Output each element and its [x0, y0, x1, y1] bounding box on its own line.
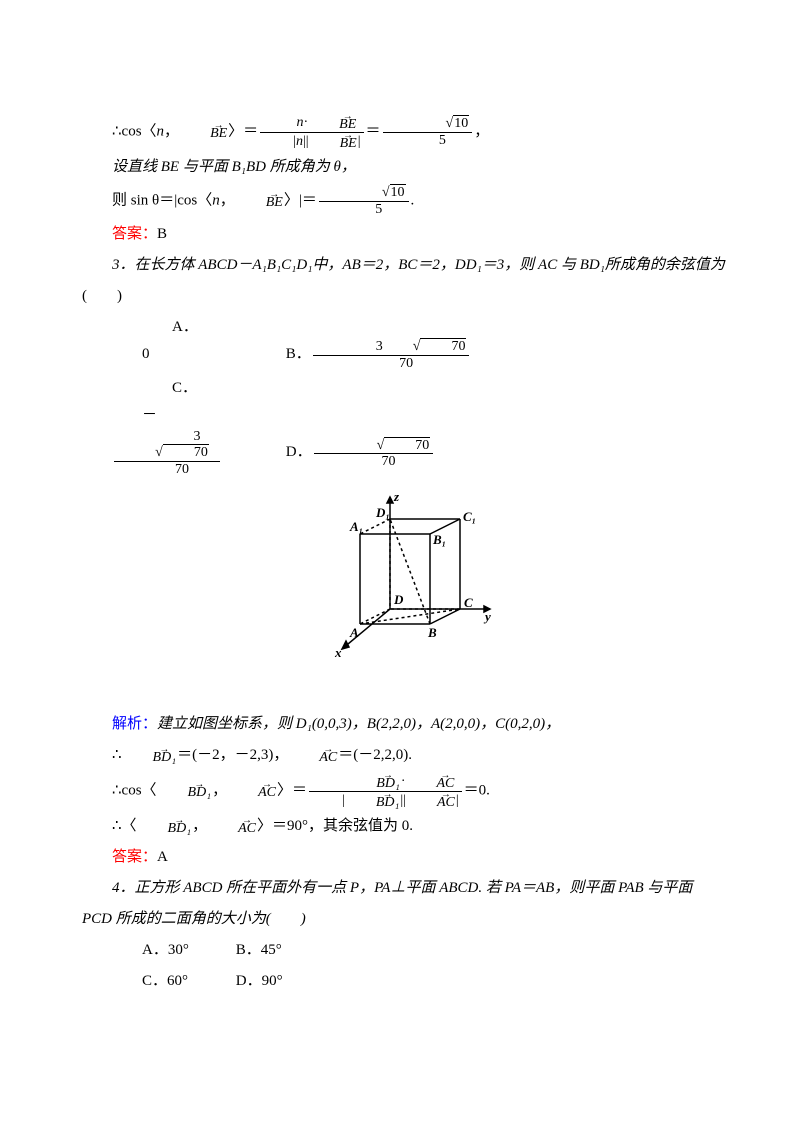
solution-eq2: ∴cos〈→BD₁，→AC〉＝→BD₁·→AC|→BD₁||→AC|＝0.: [82, 773, 718, 809]
text: 4．正方形 ABCD 所在平面外有一点 P，PA⊥平面 ABCD. 若 PA＝A…: [112, 880, 692, 896]
vector-ac: →AC: [208, 818, 256, 836]
cube-diagram: A₁ B₁ C₁ D₁ A B C D z y x: [82, 489, 718, 699]
text: 3．在长方体 ABCD－A₁B₁C₁D₁中，AB＝2，BC＝2，DD₁＝3，则 …: [112, 257, 725, 273]
text: ∴: [112, 747, 122, 763]
option-a: A．30°: [112, 937, 202, 964]
text: ，: [474, 124, 489, 140]
text: ，: [212, 783, 227, 799]
svg-text:z: z: [393, 489, 400, 504]
answer-label: 答案：: [112, 226, 157, 242]
text: ＝: [366, 124, 381, 140]
q3-options-row1: A．0 B．37070: [82, 314, 718, 371]
text: ∴〈: [112, 818, 137, 834]
vector-ac: →AC: [228, 782, 276, 800]
svg-text:x: x: [334, 645, 342, 660]
option-a: A．0: [112, 314, 222, 368]
text: ＝(－2，－2,3)，: [177, 747, 288, 763]
text: ＝0.: [464, 783, 490, 799]
text: ，: [164, 124, 179, 140]
svg-text:D₁: D₁: [375, 505, 390, 520]
fraction: n·→BE|n||→BE|: [260, 114, 363, 150]
text: ＝(－2,2,0).: [338, 747, 412, 763]
option-c: C．－37070: [112, 375, 222, 477]
text: ∴cos〈: [112, 124, 157, 140]
fraction: →BD₁·→AC|→BD₁||→AC|: [309, 773, 462, 809]
text: ，: [220, 193, 235, 209]
svg-text:B₁: B₁: [432, 532, 446, 547]
text: 则 sin θ＝|cos〈: [112, 193, 212, 209]
fraction-result: 105: [319, 185, 409, 217]
question-3-text: 3．在长方体 ABCD－A₁B₁C₁D₁中，AB＝2，BC＝2，DD₁＝3，则 …: [82, 252, 718, 279]
vector-bd1: →BD₁: [123, 747, 177, 765]
svg-text:y: y: [483, 609, 491, 624]
option-d: D．90°: [206, 968, 283, 995]
vector-be: →BE: [236, 192, 283, 210]
option-b: B．37070: [226, 338, 472, 371]
vector-bd1: →BD₁: [138, 818, 192, 836]
equation-sin-theta: 则 sin θ＝|cos〈n，→BE〉|＝105.: [82, 185, 718, 217]
solution-eq1: ∴→BD₁＝(－2，－2,3)，→AC＝(－2,2,0).: [82, 742, 718, 769]
var-n: n: [212, 193, 220, 209]
vector-bd1: →BD₁: [158, 782, 212, 800]
text: 〉＝: [228, 124, 258, 140]
text-line: 设直线 BE 与平面 B₁BD 所成角为 θ，: [82, 154, 718, 181]
option-b: B．45°: [206, 937, 282, 964]
svg-text:D: D: [393, 592, 404, 607]
text: ( ): [82, 288, 122, 304]
text: 〉＝90°，其余弦值为 0.: [257, 818, 413, 834]
question-3-paren: ( ): [82, 283, 718, 310]
q4-options-row2: C．60° D．90°: [82, 968, 718, 995]
svg-text:C: C: [464, 595, 473, 610]
text: 〉|＝: [284, 193, 317, 209]
answer-value: B: [157, 226, 167, 242]
text: 建立如图坐标系，则 D₁(0,0,3)，B(2,2,0)，A(2,0,0)，C(…: [157, 716, 560, 732]
solution-line1: 解析：建立如图坐标系，则 D₁(0,0,3)，B(2,2,0)，A(2,0,0)…: [82, 711, 718, 738]
document-page: ∴cos〈n，→BE〉＝n·→BE|n||→BE|＝105， 设直线 BE 与平…: [0, 0, 800, 1059]
text: 设直线 BE 与平面 B₁BD 所成角为 θ，: [112, 159, 356, 175]
svg-text:C₁: C₁: [463, 509, 476, 524]
equation-cos-n-be: ∴cos〈n，→BE〉＝n·→BE|n||→BE|＝105，: [82, 114, 718, 150]
svg-text:A₁: A₁: [349, 519, 363, 534]
text: 〉＝: [277, 783, 307, 799]
text: ∴cos〈: [112, 783, 157, 799]
answer-a: 答案：A: [82, 844, 718, 871]
question-4-line2: PCD 所成的二面角的大小为( ): [82, 906, 718, 933]
vector-ac: →AC: [289, 747, 337, 765]
svg-text:B: B: [427, 625, 437, 640]
solution-label: 解析：: [112, 716, 157, 732]
option-c: C．60°: [112, 968, 202, 995]
solution-eq3: ∴〈→BD₁，→AC〉＝90°，其余弦值为 0.: [82, 813, 718, 840]
q4-options-row1: A．30° B．45°: [82, 937, 718, 964]
vector-be: →BE: [180, 123, 227, 141]
var-n: n: [157, 124, 165, 140]
question-4-line1: 4．正方形 ABCD 所在平面外有一点 P，PA⊥平面 ABCD. 若 PA＝A…: [82, 875, 718, 902]
answer-b: 答案：B: [82, 221, 718, 248]
text: .: [411, 193, 415, 209]
answer-value: A: [157, 849, 168, 865]
svg-text:A: A: [349, 625, 359, 640]
answer-label: 答案：: [112, 849, 157, 865]
q3-options-row2: C．－37070 D．7070: [82, 375, 718, 477]
text: ，: [192, 818, 207, 834]
fraction-result: 105: [383, 116, 473, 148]
option-d: D．7070: [226, 437, 436, 470]
text: PCD 所成的二面角的大小为( ): [82, 911, 306, 927]
